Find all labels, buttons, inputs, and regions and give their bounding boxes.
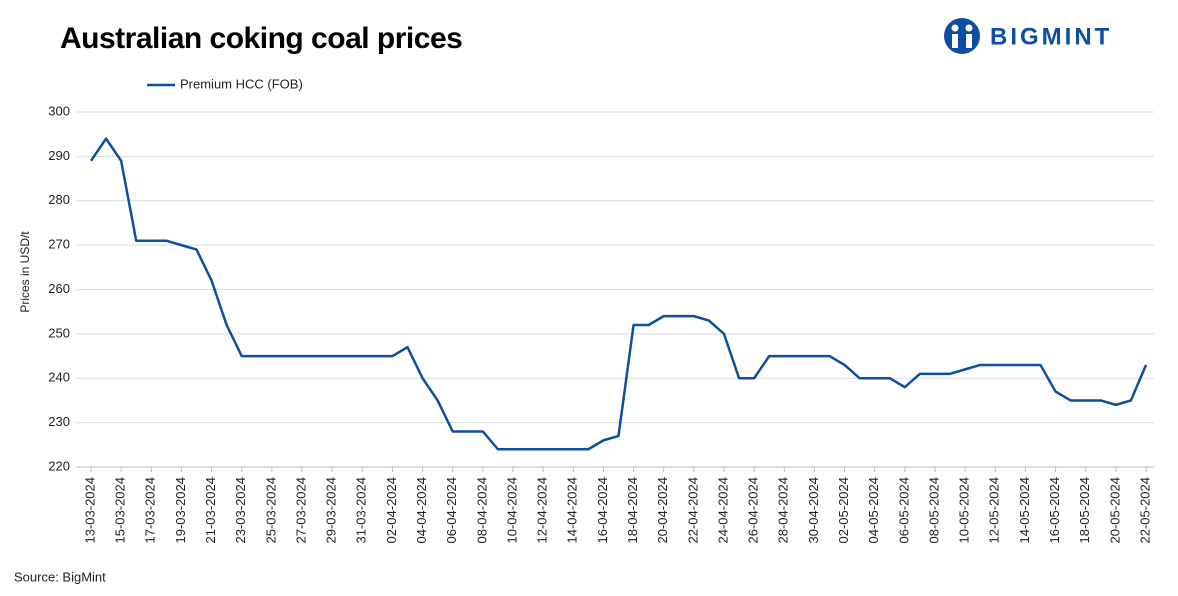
x-tick-label: 22-04-2024 xyxy=(685,477,700,544)
x-tick-label: 13-03-2024 xyxy=(82,477,97,544)
x-tick-label: 10-05-2024 xyxy=(957,477,972,544)
source: Source: BigMint xyxy=(14,569,106,584)
logo-figure xyxy=(966,34,972,48)
y-tick-label: 300 xyxy=(48,103,70,118)
x-tick-label: 22-05-2024 xyxy=(1137,477,1152,544)
y-tick-label: 250 xyxy=(48,325,70,340)
x-tick-label: 16-05-2024 xyxy=(1047,477,1062,544)
x-tick-label: 21-03-2024 xyxy=(203,477,218,544)
y-tick-label: 260 xyxy=(48,281,70,296)
logo-dot xyxy=(951,24,959,32)
x-tick-label: 24-04-2024 xyxy=(715,477,730,544)
x-tick-label: 08-05-2024 xyxy=(926,477,941,544)
x-tick-label: 02-05-2024 xyxy=(836,477,851,544)
x-tick-label: 20-05-2024 xyxy=(1107,477,1122,544)
x-tick-label: 15-03-2024 xyxy=(113,477,128,544)
logo-figure xyxy=(952,34,958,48)
y-tick-label: 290 xyxy=(48,148,70,163)
x-tick-label: 29-03-2024 xyxy=(324,477,339,544)
x-tick-label: 14-05-2024 xyxy=(1017,477,1032,544)
x-tick-label: 31-03-2024 xyxy=(354,477,369,544)
y-axis-label: Prices in USD/t xyxy=(18,231,32,313)
x-tick-label: 06-05-2024 xyxy=(896,477,911,544)
x-tick-label: 02-04-2024 xyxy=(384,477,399,544)
x-tick-label: 08-04-2024 xyxy=(474,477,489,543)
x-tick-label: 28-04-2024 xyxy=(776,477,791,544)
x-tick-label: 19-03-2024 xyxy=(173,477,188,544)
y-tick-label: 240 xyxy=(48,370,70,385)
x-tick-label: 06-04-2024 xyxy=(444,477,459,544)
x-tick-label: 10-04-2024 xyxy=(504,477,519,544)
x-tick-label: 17-03-2024 xyxy=(143,477,158,544)
x-tick-label: 14-04-2024 xyxy=(565,477,580,544)
y-tick-label: 270 xyxy=(48,237,70,252)
x-tick-label: 12-04-2024 xyxy=(535,477,550,544)
legend-label: Premium HCC (FOB) xyxy=(180,76,303,91)
x-tick-label: 16-04-2024 xyxy=(595,477,610,544)
x-tick-label: 18-04-2024 xyxy=(625,477,640,544)
x-tick-label: 25-03-2024 xyxy=(263,477,278,544)
x-tick-label: 18-05-2024 xyxy=(1077,477,1092,544)
logo-dot xyxy=(965,24,973,32)
y-tick-label: 230 xyxy=(48,414,70,429)
line-series xyxy=(89,137,1148,451)
logo-icon xyxy=(944,18,980,54)
x-tick-label: 12-05-2024 xyxy=(987,477,1002,544)
x-tick-label: 27-03-2024 xyxy=(293,477,308,544)
x-tick-label: 23-03-2024 xyxy=(233,477,248,544)
y-tick-label: 220 xyxy=(48,458,70,473)
x-tick-label: 26-04-2024 xyxy=(746,477,761,544)
x-tick-label: 20-04-2024 xyxy=(655,477,670,544)
x-tick-label: 30-04-2024 xyxy=(806,477,821,544)
x-tick-label: 04-04-2024 xyxy=(414,477,429,544)
logo: BIGMINT xyxy=(944,18,1112,54)
y-tick-label: 280 xyxy=(48,192,70,207)
brand: BIGMINT xyxy=(990,23,1112,50)
chart-title: Australian coking coal prices xyxy=(60,22,462,55)
x-tick-label: 04-05-2024 xyxy=(866,477,881,544)
